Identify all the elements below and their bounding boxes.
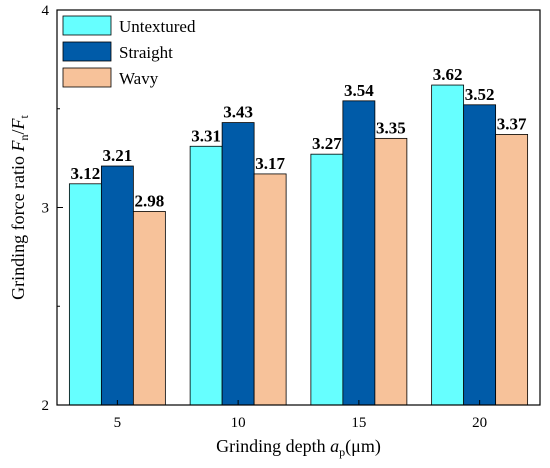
y-axis-title: Grinding force ratio Fn/Ft	[8, 114, 31, 299]
legend-label-straight: Straight	[119, 43, 173, 62]
data-labels-layer: 3.123.21 2.98 3.313.43 3.17 3.27 3.543.35 3.62…	[71, 65, 528, 210]
y-axis-title-var1: F	[8, 139, 28, 152]
data-label-wavy-10: 3.17	[255, 154, 285, 173]
x-axis-title-main: Grinding depth	[216, 436, 330, 456]
data-label-wavy-15: 3.35	[376, 118, 406, 137]
y-tick-label: 4	[42, 3, 50, 19]
x-tick-label: 20	[472, 415, 487, 431]
data-label-straight-20: 3.52	[465, 85, 495, 104]
data-label-untextured-15: 3.27	[312, 134, 342, 153]
legend-swatch-untextured	[62, 15, 112, 36]
bar-untextured-10	[189, 145, 223, 406]
bar-wavy-5	[132, 211, 166, 406]
legend-label-untextured: Untextured	[119, 17, 196, 36]
ticks-layer: 5 10 15 20 2 3 4	[42, 3, 488, 431]
bar-wavy-15	[374, 137, 408, 406]
data-label-straight-5: 3.21	[103, 146, 133, 165]
bar-wavy-20	[495, 134, 529, 406]
bar-untextured-15	[310, 153, 344, 406]
x-axis-title-var: a	[330, 436, 339, 456]
y-tick-label: 3	[42, 201, 50, 217]
y-axis-title-sub1: n	[17, 134, 31, 140]
x-tick-label: 15	[351, 415, 366, 431]
data-label-untextured-10: 3.31	[191, 126, 221, 145]
y-tick-label: 2	[42, 398, 50, 414]
x-tick-label: 10	[231, 415, 246, 431]
x-axis-title-sub: p	[339, 445, 345, 459]
bar-wavy-10	[253, 173, 287, 406]
bar-straight-15	[342, 100, 376, 406]
data-label-untextured-5: 3.12	[71, 164, 101, 183]
y-axis-title-main: Grinding force ratio	[8, 151, 28, 299]
bars-layer	[68, 84, 529, 406]
x-axis-title: Grinding depth ap(μm)	[216, 436, 381, 459]
legend: Untextured Straight Wavy	[62, 15, 196, 88]
legend-swatch-straight	[62, 41, 112, 62]
bar-untextured-5	[68, 183, 102, 406]
legend-label-wavy: Wavy	[119, 69, 159, 88]
x-tick-label: 5	[114, 415, 122, 431]
x-axis-title-unit: (μm)	[345, 436, 381, 457]
data-label-wavy-20: 3.37	[497, 114, 527, 133]
y-axis-title-var2: F	[8, 117, 28, 130]
legend-swatch-wavy	[62, 67, 112, 88]
bar-straight-10	[221, 122, 255, 406]
bar-untextured-20	[431, 84, 465, 406]
y-axis-title-sep: /	[8, 129, 28, 134]
data-label-straight-10: 3.43	[223, 103, 253, 122]
bar-straight-20	[463, 104, 497, 406]
data-label-straight-15: 3.54	[344, 81, 374, 100]
data-label-wavy-5: 2.98	[135, 191, 165, 210]
y-axis-title-sub2: t	[17, 114, 31, 118]
bar-straight-5	[100, 165, 134, 406]
data-label-untextured-20: 3.62	[433, 65, 463, 84]
